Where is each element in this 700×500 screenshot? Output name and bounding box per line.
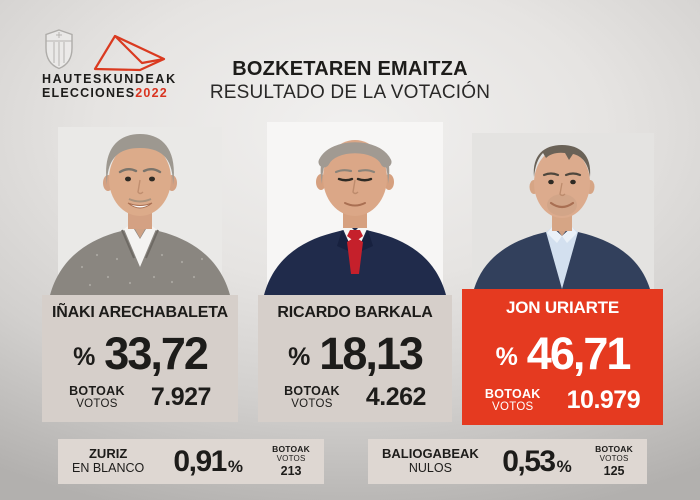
logo-text-hauteskundeak: HAUTESKUNDEAK	[42, 72, 177, 86]
null-votes-label: BALIOGABEAK NULOS	[382, 447, 479, 475]
votes-row: BOTOAK VOTOS 10.979	[484, 386, 641, 415]
votos-label: VOTOS	[291, 398, 333, 411]
label-spanish: NULOS	[408, 460, 452, 475]
candidate-name: RICARDO BARKALA	[277, 304, 433, 321]
candidate-name: JON URIARTE	[505, 298, 620, 317]
votes-value: 10.979	[566, 386, 641, 414]
envelope-icon	[93, 34, 166, 72]
candidate-photo-barkala	[258, 122, 452, 295]
votes-value: 7.927	[150, 383, 212, 411]
page-title: BOZKETAREN EMAITZA RESULTADO DE LA VOTAC…	[0, 58, 700, 104]
candidate-photo-uriarte	[462, 133, 663, 289]
elections-logo: HAUTESKUNDEAK ELECCIONES2022	[42, 26, 192, 100]
percent-value: 0,91	[173, 444, 227, 478]
botoak-label: BOTOAK	[69, 383, 125, 398]
null-votes-percent: 0,53 %	[502, 444, 572, 478]
logo-icons	[42, 26, 192, 72]
votos-label: VOTOS	[276, 453, 306, 463]
label-basque: BALIOGABEAK	[382, 446, 479, 462]
percent-symbol: %	[288, 343, 311, 371]
votes-label: BOTOAK VOTOS	[284, 383, 340, 411]
botoak-label: BOTOAK	[284, 383, 340, 398]
percent-row: % 46,71	[495, 320, 632, 386]
blank-votes-label: ZURIZ EN BLANCO	[72, 447, 144, 475]
percent-value: 18,13	[319, 328, 424, 379]
logo-text-year: 2022	[135, 86, 168, 100]
logo-text-elecciones-black: ELECCIONES	[42, 86, 136, 100]
result-card-arechabaleta: IÑAKI ARECHABALETA % 33,72 BOTOAK VOTOS …	[42, 295, 238, 422]
votes-row: BOTOAK VOTOS 4.262	[284, 383, 426, 412]
label-spanish: EN BLANCO	[72, 460, 145, 475]
percent-symbol: %	[227, 456, 243, 476]
votos-label: VOTOS	[599, 453, 629, 463]
null-votes-bar: BALIOGABEAK NULOS 0,53 % BOTOAK VOTOS 12…	[368, 439, 647, 484]
result-card-uriarte-winner: JON URIARTE % 46,71 BOTOAK VOTOS 10.979	[462, 289, 663, 425]
null-votes-count: BOTOAK VOTOS 125	[595, 444, 633, 478]
candidate-photo-arechabaleta	[42, 127, 238, 295]
percent-symbol: %	[73, 343, 96, 371]
logo-text-elecciones: ELECCIONES2022	[42, 86, 192, 100]
votes-value: 213	[280, 463, 302, 478]
botoak-label: BOTOAK	[595, 444, 633, 455]
blank-votes-count: BOTOAK VOTOS 213	[272, 444, 310, 478]
percent-row: % 33,72	[73, 324, 209, 383]
votos-label: VOTOS	[491, 401, 534, 414]
votes-label: BOTOAK VOTOS	[484, 386, 541, 414]
votes-value: 4.262	[365, 383, 427, 411]
percent-symbol: %	[556, 456, 572, 476]
votes-row: BOTOAK VOTOS 7.927	[69, 383, 211, 412]
botoak-label: BOTOAK	[484, 386, 541, 401]
candidate-name: IÑAKI ARECHABALETA	[52, 304, 228, 321]
percent-row: % 18,13	[288, 324, 424, 383]
athletic-club-crest-icon	[45, 29, 73, 70]
label-basque: ZURIZ	[88, 446, 128, 462]
percent-value: 0,53	[502, 444, 556, 478]
votos-label: VOTOS	[76, 398, 118, 411]
percent-value: 33,72	[104, 328, 209, 379]
title-basque: BOZKETAREN EMAITZA	[232, 58, 468, 80]
title-spanish: RESULTADO DE LA VOTACIÓN	[209, 81, 491, 103]
botoak-label: BOTOAK	[272, 444, 310, 455]
votes-label: BOTOAK VOTOS	[69, 383, 125, 411]
votes-value: 125	[603, 463, 625, 478]
blank-votes-percent: 0,91 %	[173, 444, 243, 478]
result-card-barkala: RICARDO BARKALA % 18,13 BOTOAK VOTOS 4.2…	[258, 295, 452, 422]
percent-symbol: %	[495, 342, 518, 371]
percent-value: 46,71	[526, 327, 632, 379]
blank-votes-bar: ZURIZ EN BLANCO 0,91 % BOTOAK VOTOS 213	[58, 439, 324, 484]
